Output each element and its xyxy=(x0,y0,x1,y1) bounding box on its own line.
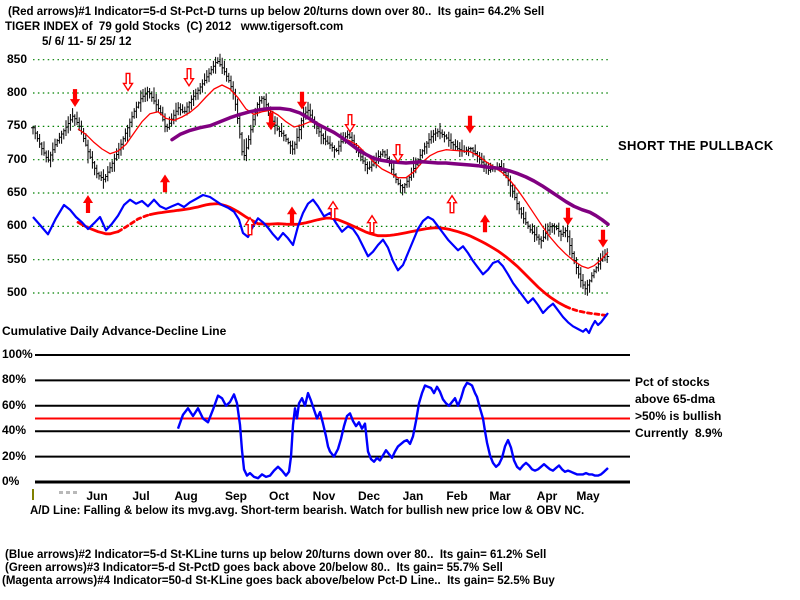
sell-signal-arrow-icon xyxy=(296,91,308,110)
pct-axis-tick: 80% xyxy=(2,372,27,387)
pct-axis-tick: 100% xyxy=(2,347,33,361)
sell-signal-arrow-icon xyxy=(597,229,609,248)
x-axis-month-label: May xyxy=(576,489,600,503)
price-50d-moving-average xyxy=(170,106,610,227)
cumulative-ad-line-label: Cumulative Daily Advance-Decline Line xyxy=(2,324,227,338)
axis-start-tick xyxy=(32,489,34,500)
header-red-arrows-line: (Red arrows)#1 Indicator=5-d St-Pct-D tu… xyxy=(8,6,545,18)
sell-signal-arrow-icon xyxy=(69,89,81,107)
footer-green-arrows-line: (Green arrows)#3 Indicator=5-d St-PctD g… xyxy=(5,562,503,574)
sell-signal-arrow-icon xyxy=(392,143,404,163)
price-axis-tick: 600 xyxy=(6,218,27,233)
ad-line-moving-average xyxy=(564,305,608,317)
sell-signal-arrow-icon xyxy=(183,67,195,87)
price-axis-tick: 700 xyxy=(6,151,27,166)
x-axis-month-label: Nov xyxy=(312,489,336,503)
right-legend-line-2: above 65-dma xyxy=(635,392,716,406)
sell-signal-arrow-icon xyxy=(265,112,277,131)
x-axis-month-label: Jun xyxy=(86,489,108,503)
buy-signal-arrow-icon xyxy=(366,214,378,234)
pct-above-65dma-line xyxy=(176,381,609,480)
buy-signal-arrow-icon xyxy=(159,174,171,193)
faded-axis-artifact xyxy=(59,491,79,494)
ad-line-moving-average xyxy=(116,213,152,234)
x-axis-month-label: Dec xyxy=(357,489,380,503)
pct-axis-tick: 0% xyxy=(2,474,20,488)
x-axis-month-label: Apr xyxy=(536,489,558,503)
price-axis-tick: 850 xyxy=(6,51,27,66)
price-axis-tick: 750 xyxy=(6,118,27,133)
x-axis-month-label: Jan xyxy=(402,489,424,503)
header-date-range: 5/ 6/ 11- 5/ 25/ 12 xyxy=(42,36,132,48)
right-legend-line-1: Pct of stocks xyxy=(635,375,710,389)
x-axis-month-label: Mar xyxy=(489,489,511,503)
price-axis-tick: 500 xyxy=(6,285,27,299)
x-axis-month-label: Feb xyxy=(446,489,468,503)
x-axis-month-label: Jul xyxy=(132,489,150,503)
pct-axis-tick: 20% xyxy=(2,448,27,463)
buy-signal-arrow-icon xyxy=(446,194,458,214)
pct-axis-tick: 60% xyxy=(2,397,27,412)
price-ohlc-bars xyxy=(31,53,610,296)
x-axis-month-label: Sep xyxy=(224,489,247,503)
sell-signal-arrow-icon xyxy=(344,113,356,133)
x-axis-month-label: Oct xyxy=(268,489,289,503)
pct-axis-tick: 40% xyxy=(2,423,27,438)
header-title-line: TIGER INDEX of 79 gold Stocks (C) 2012 w… xyxy=(5,21,344,33)
sell-signal-arrow-icon xyxy=(122,72,134,92)
buy-signal-arrow-icon xyxy=(82,195,94,213)
right-legend-line-3: >50% is bullish xyxy=(635,409,722,423)
footer-blue-arrows-line: (Blue arrows)#2 Indicator=5-d St-KLine t… xyxy=(5,549,547,561)
buy-signal-arrow-icon xyxy=(327,200,339,220)
short-the-pullback-note: SHORT THE PULLBACK xyxy=(618,138,774,153)
buy-signal-arrow-icon xyxy=(286,206,298,225)
price-axis-tick: 800 xyxy=(6,85,27,100)
cumulative-ad-line xyxy=(32,193,609,335)
x-axis-month-label: Aug xyxy=(174,489,198,503)
price-axis-tick: 550 xyxy=(6,251,27,266)
sell-signal-arrow-icon xyxy=(562,207,574,226)
buy-signal-arrow-icon xyxy=(479,214,491,233)
ad-line-moving-average xyxy=(148,202,568,308)
sell-signal-arrow-icon xyxy=(464,115,476,134)
buy-signal-arrow-icon xyxy=(244,216,256,236)
price-axis-tick: 650 xyxy=(6,185,27,199)
right-legend-line-4: Currently 8.9% xyxy=(635,426,723,440)
footer-magenta-arrows-line: (Magenta arrows)#4 Indicator=50-d St-KLi… xyxy=(2,575,555,587)
ad-line-comment: A/D Line: Falling & below its mvg.avg. S… xyxy=(30,505,585,517)
